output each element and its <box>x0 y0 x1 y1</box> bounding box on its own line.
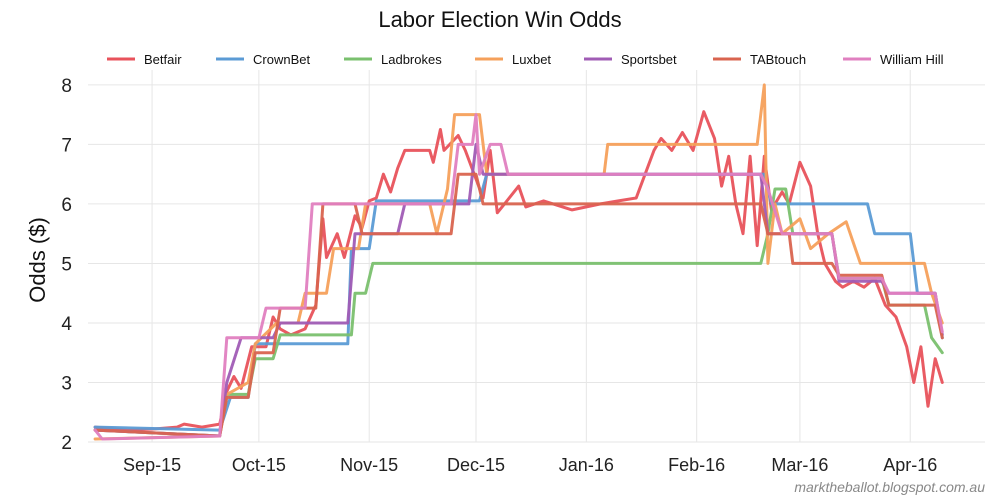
x-tick-label: Apr-16 <box>883 455 937 475</box>
credit-text: marktheballot.blogspot.com.au <box>794 479 985 495</box>
axis-layer: 2 3 4 5 6 7 8 Sep-15 Oct-15 Nov-15 Dec-15 Jan-16 Feb… <box>61 76 937 475</box>
series-layer <box>93 83 944 441</box>
series-line-william-hill <box>93 113 944 441</box>
series-line-betfair <box>93 110 944 432</box>
y-tick-label: 6 <box>61 195 72 216</box>
legend-label-betfair: Betfair <box>144 52 182 67</box>
chart-title: Labor Election Win Odds <box>378 7 621 32</box>
legend-label-tabtouch: TABtouch <box>750 52 806 67</box>
x-tick-label: Dec-15 <box>447 455 505 475</box>
legend-label-sportsbet: Sportsbet <box>621 52 677 67</box>
x-tick-label: Feb-16 <box>668 455 725 475</box>
x-tick-label: Mar-16 <box>771 455 828 475</box>
y-tick-label: 7 <box>61 135 72 156</box>
y-tick-label: 2 <box>61 433 72 454</box>
y-tick-label: 4 <box>61 314 72 335</box>
x-tick-label: Oct-15 <box>232 455 286 475</box>
y-tick-label: 8 <box>61 76 72 97</box>
legend-label-luxbet: Luxbet <box>512 52 551 67</box>
x-tick-label: Nov-15 <box>340 455 398 475</box>
legend-label-ladbrokes: Ladbrokes <box>381 52 442 67</box>
x-tick-label: Sep-15 <box>123 455 181 475</box>
y-axis-label: Odds ($) <box>25 217 50 303</box>
x-tick-label: Jan-16 <box>559 455 614 475</box>
legend-label-william-hill: William Hill <box>880 52 944 67</box>
y-tick-label: 5 <box>61 254 72 275</box>
legend-label-crownbet: CrownBet <box>253 52 310 67</box>
legend: Betfair CrownBet Ladbrokes Luxbet Sportsbet T… <box>107 52 944 67</box>
y-tick-label: 3 <box>61 373 72 394</box>
